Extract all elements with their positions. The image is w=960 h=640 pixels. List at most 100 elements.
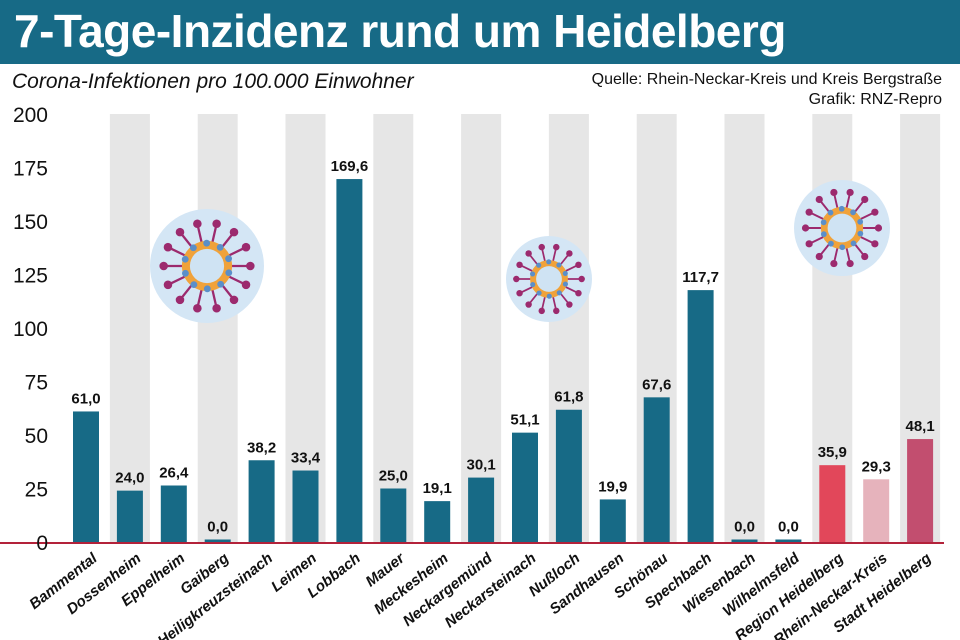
bar	[248, 460, 275, 542]
virus-dot	[556, 290, 562, 296]
virus-spike-tip	[159, 261, 168, 271]
value-label: 0,0	[207, 519, 228, 536]
virus-dot	[189, 244, 197, 252]
value-label: 30,1	[466, 457, 495, 474]
y-tick-label: 200	[13, 104, 48, 127]
virus-dot	[857, 230, 864, 237]
virus-dot	[839, 244, 846, 251]
value-label: 48,1	[905, 418, 934, 435]
bg-stripe	[197, 114, 238, 542]
virus-spike-tip	[212, 219, 221, 229]
virus-spike-tip	[830, 188, 838, 197]
value-label: 0,0	[734, 519, 755, 536]
virus-dot	[850, 240, 857, 247]
virus-spike-tip	[815, 195, 823, 204]
virus-dot	[556, 262, 562, 268]
y-tick-label: 150	[13, 211, 48, 234]
bars	[0, 179, 944, 544]
virus-spike-tip	[861, 195, 869, 204]
virus-dot	[536, 290, 542, 296]
virus-spike-tip	[516, 289, 523, 297]
source-text: Quelle: Rhein-Neckar-Kreis und Kreis Ber…	[591, 71, 942, 88]
virus-inner	[536, 266, 562, 292]
virus-dot	[536, 262, 542, 268]
virus-spike-tip	[538, 243, 545, 251]
virus-icon	[506, 236, 592, 322]
virus-spike-tip	[874, 224, 883, 232]
virus-icon	[150, 209, 264, 323]
bar	[687, 290, 714, 542]
y-tick-label: 75	[25, 372, 48, 395]
virus-spike-tip	[525, 250, 532, 257]
virus-spike-tip	[861, 252, 869, 261]
virus-dot	[562, 270, 568, 277]
bar	[863, 479, 890, 542]
value-label: 19,9	[598, 478, 627, 495]
bg-stripe	[109, 114, 150, 542]
y-tick-label: 0	[36, 532, 48, 555]
y-tick-label: 50	[25, 425, 48, 448]
value-label: 24,0	[115, 470, 144, 487]
virus-spike-tip	[566, 301, 573, 308]
virus-spike-tip	[175, 295, 185, 305]
virus-spike-tip	[575, 289, 582, 297]
virus-spike-tip	[246, 261, 255, 271]
virus-dot	[203, 239, 211, 247]
chart-title: 7-Tage-Inzidenz rund um Heidelberg	[14, 5, 786, 57]
virus-dot	[203, 285, 211, 293]
bar	[424, 501, 451, 542]
virus-spike-tip	[163, 280, 173, 290]
bar	[116, 490, 143, 542]
virus-dot	[216, 243, 224, 251]
source-note: Quelle: Rhein-Neckar-Kreis und Kreis Ber…	[592, 70, 942, 110]
virus-spike-tip	[871, 208, 879, 216]
background-stripes	[109, 114, 941, 542]
x-axis: BammentalDossenheimEppelheimGaibergHeili…	[26, 549, 934, 640]
virus-dot	[530, 281, 536, 288]
virus-inner	[189, 248, 225, 284]
virus-spike-tip	[513, 275, 520, 283]
bar	[336, 179, 363, 542]
virus-spike-tip	[566, 250, 573, 257]
value-label: 61,0	[71, 390, 100, 407]
virus-spike-tip	[229, 295, 239, 305]
value-label: 67,6	[642, 376, 671, 393]
virus-spike-tip	[538, 307, 545, 315]
virus-dot	[181, 269, 189, 277]
virus-spike-tip	[516, 261, 523, 269]
virus-dot	[181, 255, 189, 263]
bar	[731, 539, 758, 542]
virus-spike-tip	[578, 275, 585, 283]
virus-inner	[827, 213, 857, 243]
virus-illustrations	[150, 180, 890, 323]
virus-spike-tip	[241, 242, 251, 252]
virus-dot	[828, 240, 834, 247]
bar	[643, 397, 670, 542]
bar	[73, 411, 99, 542]
value-label: 38,2	[247, 439, 276, 456]
bar	[380, 488, 407, 542]
virus-spike-tip	[163, 242, 173, 252]
bg-stripe	[373, 114, 414, 542]
virus-spike-tip	[525, 301, 532, 308]
virus-dot	[225, 269, 233, 277]
virus-dot	[546, 259, 552, 265]
bg-stripe	[461, 114, 502, 542]
value-label: 169,6	[331, 158, 369, 175]
value-label: 19,1	[423, 480, 452, 497]
chart-subtitle: Corona-Infektionen pro 100.000 Einwohner	[12, 70, 414, 93]
virus-spike-tip	[805, 208, 813, 216]
y-tick-label: 100	[13, 318, 48, 341]
value-label: 29,3	[862, 458, 891, 475]
bar	[468, 477, 495, 542]
virus-dot	[225, 255, 233, 263]
bar	[160, 485, 187, 542]
virus-spike-tip	[193, 303, 202, 313]
virus-dot	[838, 205, 845, 212]
virus-dot	[190, 281, 198, 289]
bar	[907, 439, 934, 542]
credit-text: Grafik: RNZ-Repro	[808, 91, 942, 108]
y-tick-label: 125	[13, 265, 48, 288]
virus-spike-tip	[575, 261, 582, 269]
